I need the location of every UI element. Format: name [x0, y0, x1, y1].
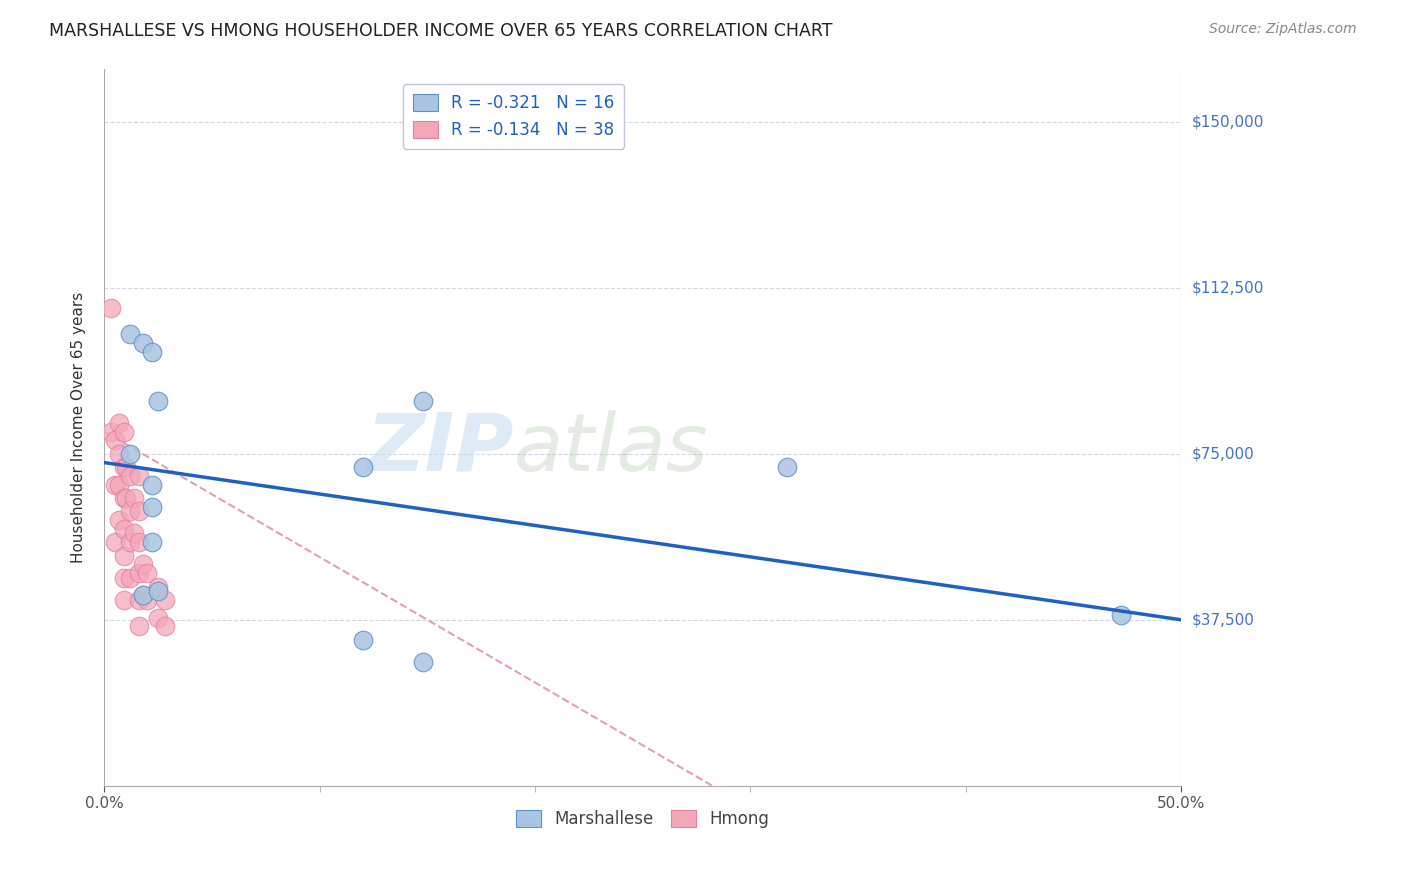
Point: [132, 336, 155, 351]
Point: [112, 592, 135, 607]
Text: Source: ZipAtlas.com: Source: ZipAtlas.com: [1209, 22, 1357, 37]
Point: [136, 592, 159, 607]
Point: [136, 566, 159, 581]
Text: atlas: atlas: [513, 409, 709, 488]
Point: [1109, 608, 1132, 623]
Point: [112, 425, 135, 439]
Point: [104, 434, 127, 448]
Point: [120, 447, 142, 461]
Point: [108, 447, 131, 461]
Point: [146, 580, 169, 594]
Text: ZIP: ZIP: [366, 409, 513, 488]
Point: [112, 571, 135, 585]
Point: [153, 592, 176, 607]
Point: [120, 327, 142, 342]
Point: [104, 535, 127, 549]
Point: [412, 655, 434, 669]
Point: [132, 588, 155, 602]
Text: $112,500: $112,500: [1192, 280, 1264, 295]
Point: [124, 491, 146, 505]
Point: [114, 491, 136, 505]
Y-axis label: Householder Income Over 65 years: Householder Income Over 65 years: [72, 292, 86, 563]
Point: [108, 477, 131, 491]
Point: [108, 416, 131, 430]
Point: [132, 588, 155, 602]
Point: [141, 344, 163, 359]
Point: [114, 460, 136, 475]
Point: [112, 491, 135, 505]
Point: [128, 535, 150, 549]
Point: [108, 513, 131, 527]
Point: [128, 566, 150, 581]
Point: [412, 393, 434, 408]
Point: [352, 460, 374, 475]
Point: [153, 619, 176, 633]
Point: [776, 460, 799, 475]
Point: [112, 460, 135, 475]
Text: MARSHALLESE VS HMONG HOUSEHOLDER INCOME OVER 65 YEARS CORRELATION CHART: MARSHALLESE VS HMONG HOUSEHOLDER INCOME …: [49, 22, 832, 40]
Point: [146, 584, 169, 599]
Text: $75,000: $75,000: [1192, 446, 1254, 461]
Point: [124, 526, 146, 541]
Text: $150,000: $150,000: [1192, 114, 1264, 129]
Point: [128, 468, 150, 483]
Point: [120, 535, 142, 549]
Point: [120, 571, 142, 585]
Point: [112, 522, 135, 536]
Point: [100, 301, 122, 315]
Text: $37,500: $37,500: [1192, 612, 1256, 627]
Point: [120, 504, 142, 518]
Point: [104, 477, 127, 491]
Point: [120, 468, 142, 483]
Point: [146, 610, 169, 624]
Point: [141, 535, 163, 549]
Legend: Marshallese, Hmong: Marshallese, Hmong: [510, 804, 776, 835]
Point: [112, 549, 135, 563]
Point: [141, 477, 163, 491]
Point: [132, 558, 155, 572]
Point: [141, 500, 163, 514]
Point: [352, 632, 374, 647]
Point: [128, 619, 150, 633]
Point: [128, 504, 150, 518]
Point: [100, 425, 122, 439]
Point: [128, 592, 150, 607]
Point: [146, 393, 169, 408]
